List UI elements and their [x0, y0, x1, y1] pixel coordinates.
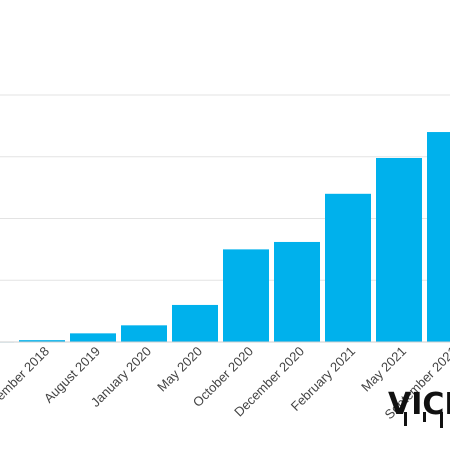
bars	[0, 132, 450, 343]
bar	[19, 340, 65, 342]
bar	[427, 132, 450, 342]
bar	[223, 249, 269, 342]
x-tick-label: May 2020	[154, 344, 205, 395]
logo-drip	[440, 412, 443, 428]
vice-logo-text: VICE	[388, 387, 450, 422]
bar	[121, 325, 167, 342]
bar	[325, 193, 371, 342]
x-tick-label: 2017	[0, 344, 1, 375]
x-tick-label: December 2018	[0, 344, 52, 420]
logo-drip	[404, 412, 407, 426]
vice-logo: VICE	[388, 387, 450, 428]
bar	[172, 304, 218, 342]
bar	[70, 333, 116, 342]
bar	[274, 241, 320, 342]
bar	[376, 157, 422, 342]
logo-drip	[423, 412, 426, 422]
